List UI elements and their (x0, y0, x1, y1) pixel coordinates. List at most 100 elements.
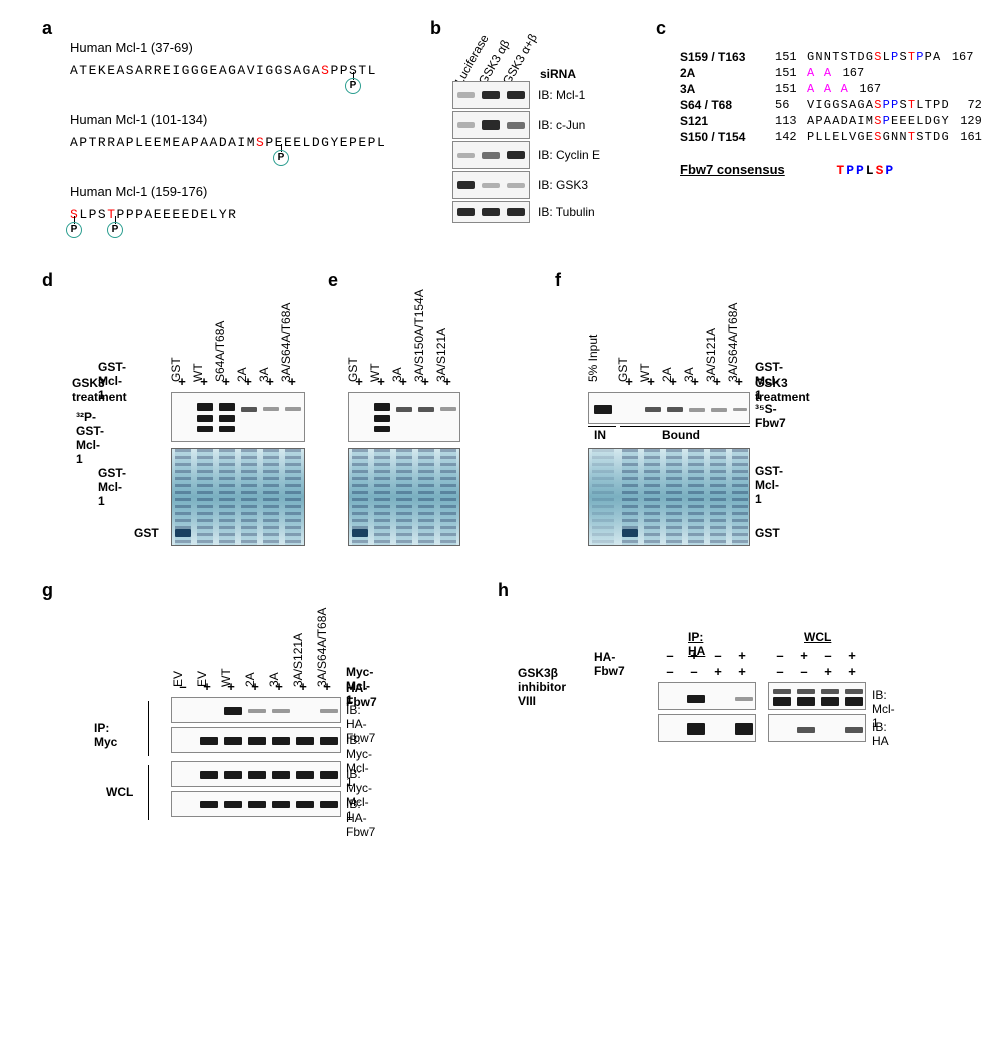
c-row: 3A151 A A A167 (680, 82, 982, 96)
gsk3-inhib-h: GSK3β inhibitor VIII (518, 666, 566, 708)
blot-b-4: IB: GSK3 (452, 171, 600, 199)
g-pm: – + + + + + + (171, 679, 339, 694)
e-plus: + + + + + (348, 374, 458, 389)
h-r2: – – + + – – + + (658, 664, 864, 679)
d-lane-5: 3A/S64A/T68A (279, 303, 293, 382)
d-plus: + + + + + + (171, 374, 303, 389)
ib-ha-h: IB: HA (872, 720, 889, 748)
seq2-title: Human Mcl-1 (101-134) (70, 112, 386, 127)
h-blot-2a (658, 714, 756, 742)
panel-b-label: b (430, 18, 441, 39)
g-blot-2 (171, 727, 341, 753)
panel-d-label: d (42, 270, 53, 291)
blot-b-1: IB: Mcl-1 (452, 81, 600, 109)
seq2-block: Human Mcl-1 (101-134) APTRRAPLEEMEAPAADA… (70, 112, 386, 150)
seq3-title: Human Mcl-1 (159-176) (70, 184, 237, 199)
panel-e-label: e (328, 270, 338, 291)
consensus-seq: TPPLSP (836, 163, 895, 178)
seq2-line: APTRRAPLEEMEAPAADAIMSPEEELDGYEPEPL (70, 135, 386, 150)
blot-box-cycline (452, 141, 530, 169)
c-row-name: S64 / T68 (680, 98, 775, 112)
bound-line (620, 426, 750, 427)
panel-c: S159 / T163151GNNTSTDGSLPSTPPA1672A151 A… (680, 50, 982, 178)
f-autorad (588, 392, 750, 424)
f-plus: + + + + + + (588, 374, 750, 389)
wcl-bracket (148, 765, 149, 820)
e-coomassie (348, 448, 460, 546)
bound-label: Bound (662, 428, 700, 442)
h-blot-1b (768, 682, 866, 710)
panel-g-label: g (42, 580, 53, 601)
wcl-h: WCL (804, 630, 831, 644)
e-autorad (348, 392, 460, 442)
d-lane-2: S64A/T68A (213, 321, 227, 382)
seq1-line: ATEKEASARREIGGGEAGAVIGGSAGASPPSTL (70, 63, 377, 78)
c-row-name: 3A (680, 82, 775, 96)
in-label: IN (594, 428, 606, 442)
panel-h-label: h (498, 580, 509, 601)
g-lane-6: 3A/S64A/T68A (315, 608, 329, 687)
seq3-line: SLPSTPPPAEEEEDELYR (70, 207, 237, 222)
g-blot-3 (171, 761, 341, 787)
e-lane-3: 3A/S150A/T154A (412, 289, 426, 382)
c-row-name: S159 / T163 (680, 50, 775, 64)
blot-box-mcl1 (452, 81, 530, 109)
c-row: S150 / T154142PLLELVGESGNNTSTDG161 (680, 130, 982, 144)
ip-myc: IP: Myc (94, 721, 117, 749)
h-blot-1a (658, 682, 756, 710)
ip-bracket (148, 701, 149, 756)
ha-fbw7-h: HA-Fbw7 (594, 650, 625, 678)
gst-mcl1-coom-d: GST-Mcl-1 (98, 466, 126, 508)
p32-label-d: ³²P-GST-Mcl-1 (76, 410, 104, 466)
blot-box-cjun (452, 111, 530, 139)
blot-b-2: IB: c-Jun (452, 111, 600, 139)
blot-stack-b: IB: Mcl-1 IB: c-Jun IB: Cyclin E (452, 81, 600, 225)
g-blot-1 (171, 697, 341, 723)
c-rows: S159 / T163151GNNTSTDGSLPSTPPA1672A151 A… (680, 50, 982, 144)
gsk3-treatment-d: GSK3 treatment (72, 376, 127, 404)
gst-coom-d: GST (134, 526, 159, 540)
fbw7-consensus-label: Fbw7 consensus (680, 162, 785, 177)
gst-coom-f: GST (755, 526, 780, 540)
panel-a-label: a (42, 18, 52, 39)
f-lane-6: 3A/S64A/T68A (726, 303, 740, 382)
blot-box-gsk3 (452, 171, 530, 199)
s35-fbw7: ³⁵S-Fbw7 (755, 402, 786, 430)
in-line (588, 426, 616, 427)
seq3-block: Human Mcl-1 (159-176) SLPSTPPPAEEEEDELYR… (70, 184, 237, 222)
phospho-icon-3a: P (66, 222, 82, 238)
c-row: S121113APAADAIMSPEEELDGY129 (680, 114, 982, 128)
panel-f-label: f (555, 270, 561, 291)
f-coomassie (588, 448, 750, 546)
h-r1: – + – + – + – + (658, 648, 864, 663)
seq1-title: Human Mcl-1 (37-69) (70, 40, 377, 55)
consensus-row: Fbw7 consensus TPPLSP (680, 162, 982, 178)
ib-cycline: IB: Cyclin E (538, 148, 600, 162)
g-blot-4 (171, 791, 341, 817)
panel-c-label: c (656, 18, 666, 39)
gst-mcl1-coom-f: GST-Mcl-1 (755, 464, 783, 506)
c-row: S159 / T163151GNNTSTDGSLPSTPPA167 (680, 50, 982, 64)
blot-b-3: IB: Cyclin E (452, 141, 600, 169)
c-row-name: S121 (680, 114, 775, 128)
ib-cjun: IB: c-Jun (538, 118, 585, 132)
gsk3-treat-f: GSK3 treatment (755, 376, 810, 404)
ib-hafbw7-2: IB: HA-Fbw7 (346, 797, 375, 839)
ib-gsk3: IB: GSK3 (538, 178, 588, 192)
blot-box-tubulin (452, 201, 530, 223)
seq1-block: Human Mcl-1 (37-69) ATEKEASARREIGGGEAGAV… (70, 40, 377, 78)
c-row-name: 2A (680, 66, 775, 80)
sirna-label: siRNA (540, 67, 576, 81)
c-row-name: S150 / T154 (680, 130, 775, 144)
ib-mcl1: IB: Mcl-1 (538, 88, 585, 102)
phospho-icon-1: P (345, 78, 361, 94)
ib-tubulin: IB: Tubulin (538, 205, 595, 219)
d-autorad (171, 392, 305, 442)
c-row: S64 / T6856VIGGSAGASPPSTLTPD72 (680, 98, 982, 112)
phospho-icon-3b: P (107, 222, 123, 238)
h-blot-2b (768, 714, 866, 742)
wcl-g: WCL (106, 785, 133, 799)
d-coomassie (171, 448, 305, 546)
blot-b-5: IB: Tubulin (452, 201, 600, 223)
phospho-icon-2: P (273, 150, 289, 166)
